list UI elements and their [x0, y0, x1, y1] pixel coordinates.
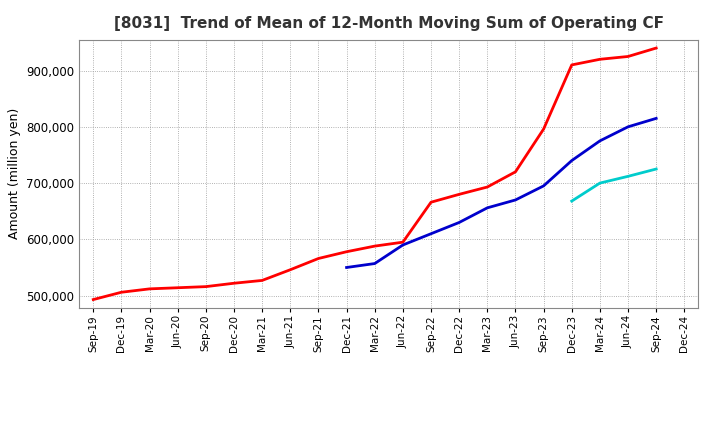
3 Years	[455, 192, 464, 197]
3 Years	[539, 126, 548, 132]
3 Years	[483, 184, 492, 190]
3 Years	[511, 169, 520, 175]
Y-axis label: Amount (million yen): Amount (million yen)	[8, 108, 21, 239]
5 Years	[595, 138, 604, 143]
5 Years	[399, 242, 408, 248]
3 Years	[286, 267, 294, 272]
7 Years	[567, 198, 576, 204]
3 Years	[230, 281, 238, 286]
3 Years	[117, 290, 126, 295]
5 Years	[427, 231, 436, 236]
3 Years	[399, 239, 408, 245]
Line: 3 Years: 3 Years	[94, 48, 656, 300]
5 Years	[511, 197, 520, 202]
3 Years	[567, 62, 576, 68]
3 Years	[624, 54, 632, 59]
3 Years	[370, 243, 379, 249]
Title: [8031]  Trend of Mean of 12-Month Moving Sum of Operating CF: [8031] Trend of Mean of 12-Month Moving …	[114, 16, 664, 32]
3 Years	[258, 278, 266, 283]
7 Years	[624, 174, 632, 179]
3 Years	[427, 200, 436, 205]
5 Years	[539, 183, 548, 188]
7 Years	[595, 180, 604, 186]
Line: 7 Years: 7 Years	[572, 169, 656, 201]
7 Years	[652, 166, 660, 172]
5 Years	[370, 261, 379, 266]
Line: 5 Years: 5 Years	[346, 118, 656, 268]
3 Years	[652, 45, 660, 51]
3 Years	[595, 57, 604, 62]
3 Years	[145, 286, 154, 292]
5 Years	[624, 124, 632, 129]
5 Years	[652, 116, 660, 121]
3 Years	[89, 297, 98, 302]
5 Years	[342, 265, 351, 270]
5 Years	[483, 205, 492, 210]
3 Years	[342, 249, 351, 254]
3 Years	[202, 284, 210, 289]
5 Years	[455, 220, 464, 225]
3 Years	[314, 256, 323, 261]
3 Years	[174, 285, 182, 290]
5 Years	[567, 158, 576, 163]
